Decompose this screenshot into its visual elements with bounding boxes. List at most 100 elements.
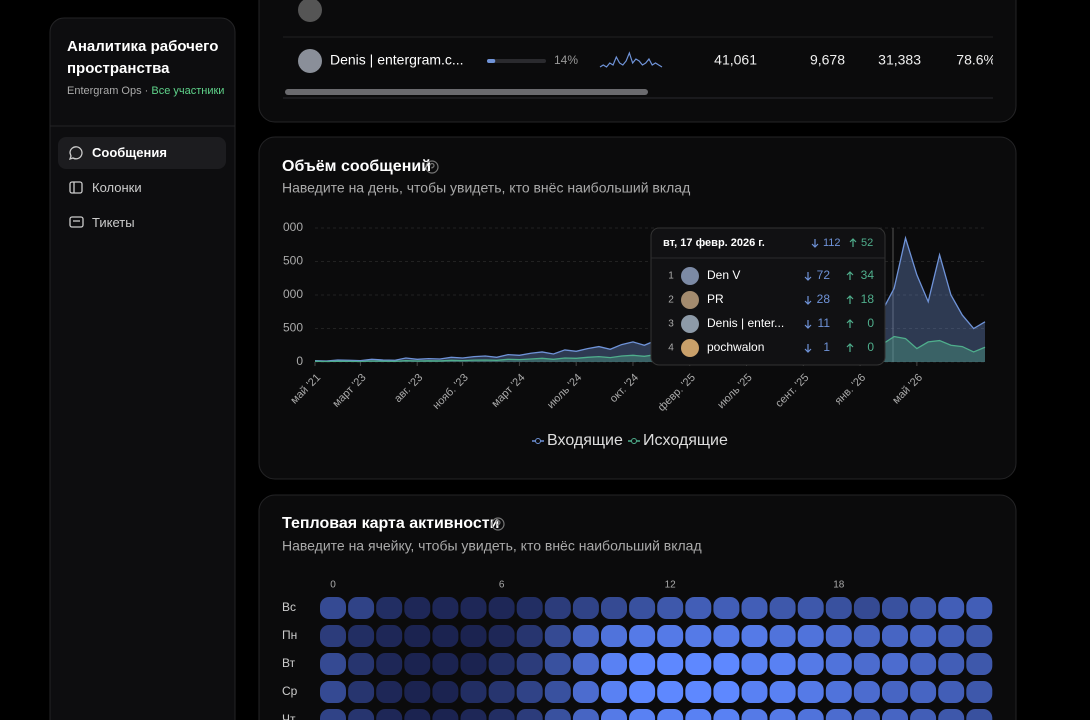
nav-item[interactable]: Тикеты [92,215,135,230]
scroll-thumb[interactable] [285,89,648,95]
cell[interactable] [572,625,599,647]
nav-item[interactable]: Колонки [92,180,142,195]
cell[interactable] [685,709,712,720]
cell[interactable] [516,597,543,619]
cell[interactable] [685,653,712,675]
cell[interactable] [488,681,515,703]
cell[interactable] [460,597,487,619]
cell[interactable] [966,709,993,720]
cell[interactable] [544,625,571,647]
cell[interactable] [910,681,937,703]
cell[interactable] [797,625,824,647]
cell[interactable] [882,597,908,619]
cell[interactable] [685,597,712,619]
cell[interactable] [572,681,599,703]
cell[interactable] [741,653,768,675]
cell[interactable] [910,597,937,619]
cell[interactable] [769,625,796,647]
cell[interactable] [966,681,993,703]
cell[interactable] [657,709,684,720]
cell[interactable] [713,681,740,703]
cell[interactable] [516,625,543,647]
nav-active[interactable] [58,137,226,169]
cell[interactable] [544,709,571,720]
cell[interactable] [348,597,375,619]
cell[interactable] [882,653,908,675]
cell[interactable] [516,681,543,703]
cell[interactable] [825,653,852,675]
cell[interactable] [741,597,768,619]
cell[interactable] [938,681,965,703]
cell[interactable] [404,681,431,703]
cell[interactable] [741,681,768,703]
cell[interactable] [853,681,880,703]
cell[interactable] [657,653,684,675]
cell[interactable] [488,653,515,675]
cell[interactable] [404,597,431,619]
cell[interactable] [797,597,824,619]
cell[interactable] [432,597,459,619]
cell[interactable] [657,625,684,647]
cell[interactable] [853,709,880,720]
cell[interactable] [629,625,656,647]
cell[interactable] [741,709,768,720]
cell[interactable] [404,625,431,647]
cell[interactable] [853,597,880,619]
cell[interactable] [769,597,796,619]
cell[interactable] [488,625,515,647]
cell[interactable] [825,681,852,703]
cell[interactable] [516,709,543,720]
cell[interactable] [601,597,627,619]
cell[interactable] [320,709,346,720]
cell[interactable] [657,681,684,703]
cell[interactable] [769,681,796,703]
cell[interactable] [460,653,487,675]
cell[interactable] [825,597,852,619]
cell[interactable] [488,709,515,720]
cell[interactable] [572,653,599,675]
cell[interactable] [713,625,740,647]
cell[interactable] [657,597,684,619]
cell[interactable] [320,625,346,647]
cell[interactable] [544,653,571,675]
cell[interactable] [460,681,487,703]
cell[interactable] [769,653,796,675]
cell[interactable] [966,625,993,647]
cell[interactable] [910,625,937,647]
cell[interactable] [797,709,824,720]
cell[interactable] [601,681,627,703]
cell[interactable] [320,653,346,675]
cell[interactable] [685,625,712,647]
cell[interactable] [376,597,403,619]
members-link[interactable]: Все участники [151,85,225,97]
nav-item[interactable]: Сообщения [92,145,167,160]
cell[interactable] [432,681,459,703]
cell[interactable] [769,709,796,720]
cell[interactable] [376,653,403,675]
cell[interactable] [629,653,656,675]
cell[interactable] [572,709,599,720]
cell[interactable] [460,709,487,720]
cell[interactable] [432,709,459,720]
cell[interactable] [910,653,937,675]
cell[interactable] [601,709,627,720]
cell[interactable] [966,597,993,619]
help-icon[interactable] [425,160,439,174]
cell[interactable] [376,709,403,720]
cell[interactable] [432,653,459,675]
cell[interactable] [966,653,993,675]
cell[interactable] [348,625,375,647]
cell[interactable] [404,653,431,675]
cell[interactable] [629,709,656,720]
cell[interactable] [320,681,346,703]
cell[interactable] [516,653,543,675]
cell[interactable] [544,681,571,703]
cell[interactable] [488,597,515,619]
cell[interactable] [938,597,965,619]
cell[interactable] [629,597,656,619]
cell[interactable] [938,625,965,647]
cell[interactable] [797,653,824,675]
cell[interactable] [601,653,627,675]
cell[interactable] [348,681,375,703]
cell[interactable] [685,681,712,703]
